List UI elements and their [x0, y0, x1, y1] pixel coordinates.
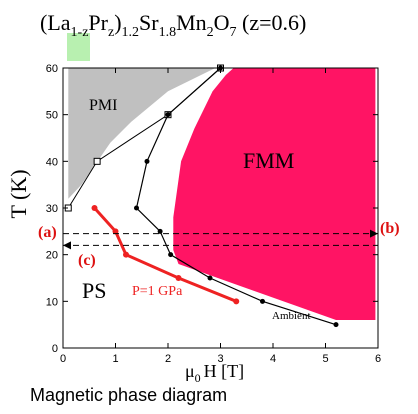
pmi-label: PMI: [89, 97, 117, 114]
x-tick-label-0: 0: [60, 353, 66, 365]
field-sweeps: [63, 229, 378, 250]
phase-regions: [68, 68, 376, 320]
x-tick-label-3: 3: [217, 353, 223, 365]
pressure-label: P=1 GPa: [132, 284, 183, 299]
ps-label: PS: [82, 278, 106, 303]
y-tick-label-6: 60: [46, 63, 58, 75]
fmm-label: FMM: [243, 148, 294, 173]
pressure-point-2: [123, 251, 129, 258]
caption: Magnetic phase diagram: [30, 385, 227, 405]
chart-title: (La1-zPrz)1.2Sr1.8Mn2O7 (z=0.6): [40, 10, 306, 40]
title-highlight: [67, 33, 90, 61]
ambient-point-0: [333, 322, 339, 328]
marker-c-label: (c): [78, 252, 96, 269]
x-tick-label-2: 2: [165, 353, 171, 365]
ambient-point-1: [260, 298, 265, 304]
ambient-point-7: [165, 112, 171, 118]
x-tick-label-1: 1: [112, 353, 118, 365]
pressure-point-3: [175, 275, 182, 281]
pressure-point-4: [233, 298, 240, 305]
sweep-b-label: (b): [380, 220, 400, 237]
x-tick-label-6: 6: [375, 353, 381, 365]
sweep-arrow-0: [370, 229, 378, 238]
y-tick-label-1: 10: [46, 296, 58, 308]
pressure-point-1: [112, 228, 119, 235]
ambient-label: Ambient: [272, 310, 311, 322]
pressure-point-0: [91, 205, 98, 211]
y-tick-label-3: 30: [46, 203, 58, 215]
ambient-point-2: [207, 275, 213, 281]
pmi-boundary-point-1: [93, 157, 101, 165]
x-axis-label: μ0 H [T]: [185, 361, 244, 385]
sweep-a-label: (a): [38, 224, 57, 241]
sweep-arrow-1: [63, 241, 71, 250]
ambient-point-4: [157, 228, 163, 234]
y-tick-label-5: 50: [46, 110, 58, 122]
ambient-point-5: [134, 205, 139, 211]
y-tick-label-4: 40: [46, 156, 58, 168]
y-axis-label: T (K): [6, 169, 31, 218]
x-tick-label-5: 5: [322, 353, 328, 365]
ambient-point-6: [144, 158, 150, 164]
y-tick-label-2: 20: [46, 250, 58, 262]
region-fmm: [173, 68, 376, 320]
x-tick-label-4: 4: [270, 353, 276, 365]
region-pmi: [68, 68, 216, 199]
y-tick-label-0: 0: [52, 343, 58, 355]
ambient-point-3: [168, 252, 174, 258]
